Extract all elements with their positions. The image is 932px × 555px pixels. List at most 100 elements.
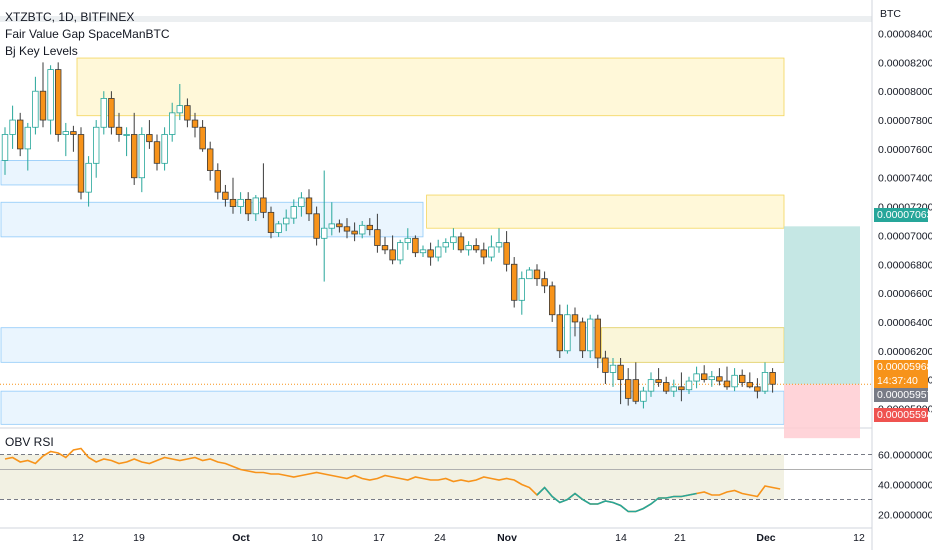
prev-close-badge: 0.00005957 — [874, 388, 932, 402]
candle — [168, 102, 176, 142]
candle-body — [640, 390, 647, 402]
candle — [701, 365, 708, 383]
indicator-fvg-label[interactable]: Fair Value Gap SpaceManBTC — [5, 27, 170, 41]
candle-body — [305, 197, 313, 215]
candle — [305, 189, 313, 221]
stop-price-badge: 0.00005594 — [874, 408, 932, 422]
candle — [731, 368, 738, 392]
candle-body — [632, 379, 639, 402]
candle-body — [716, 376, 723, 382]
candle-body — [510, 263, 518, 301]
candle — [556, 304, 563, 358]
candle-body — [381, 245, 389, 251]
candle-body — [282, 217, 290, 225]
fvg-zone-0 — [0, 160, 82, 186]
candle — [184, 98, 191, 128]
candle-body — [153, 141, 161, 164]
symbol-title[interactable]: XTZBTC, 1D, BITFINEX — [5, 10, 135, 24]
candle — [237, 192, 244, 214]
candlesticks — [1, 62, 776, 409]
candle-body — [457, 236, 465, 251]
indicator-keylevels-label[interactable]: Bj Key Levels — [5, 44, 78, 58]
time-tick-label: Nov — [497, 532, 517, 544]
candle — [282, 209, 290, 232]
candle-body — [427, 249, 434, 258]
candle-body — [754, 386, 761, 392]
top-band — [0, 16, 872, 22]
candle-body — [571, 314, 579, 323]
rsi-tick-label: 20.00000000 — [878, 510, 932, 522]
candle-body — [670, 386, 677, 392]
candle-body — [267, 211, 275, 233]
candle-body — [419, 249, 427, 254]
candle-body — [556, 314, 563, 352]
candle-body — [206, 148, 214, 171]
price-tick-label: 0.00006200 — [878, 346, 932, 358]
candle-body — [161, 134, 168, 164]
candle-body — [579, 321, 586, 352]
candle-body — [404, 237, 411, 244]
candle-body — [328, 223, 335, 229]
candle — [252, 195, 259, 221]
candle-body — [549, 285, 556, 316]
candle-body — [108, 98, 115, 128]
candle-body — [609, 364, 617, 373]
candle — [290, 199, 297, 224]
candle — [564, 304, 571, 354]
candle — [716, 368, 723, 386]
candle-body — [685, 380, 693, 391]
candle-body — [663, 382, 670, 392]
candle-body — [146, 134, 153, 143]
candle — [199, 120, 206, 152]
candle-body — [412, 237, 419, 254]
candle-body — [93, 126, 100, 164]
candle-body — [237, 198, 244, 207]
candle-body — [396, 242, 404, 261]
time-tick-label: 12 — [853, 532, 865, 544]
grid — [0, 0, 873, 550]
candle-body — [678, 386, 685, 391]
candle-body — [389, 249, 396, 261]
candle-body — [24, 126, 31, 150]
candle — [191, 112, 199, 138]
candle — [336, 219, 343, 233]
candle — [343, 218, 351, 239]
price-tick-label: 0.00007800 — [878, 115, 932, 127]
candle — [427, 242, 434, 266]
candle — [146, 120, 153, 149]
time-tick-label: 21 — [674, 532, 686, 544]
candle-body — [617, 364, 624, 381]
candle — [640, 386, 647, 409]
candle — [313, 206, 320, 246]
fvg-zone-3 — [426, 194, 785, 229]
candle — [260, 163, 267, 219]
candle — [275, 221, 282, 237]
candle-body — [450, 236, 457, 244]
candle-body — [518, 278, 525, 301]
candle-body — [1, 134, 9, 161]
candle — [16, 112, 24, 157]
candle-body — [343, 226, 351, 232]
candle — [366, 218, 373, 236]
candle-body — [701, 373, 708, 381]
candle-body — [503, 242, 510, 265]
price-tick-label: 0.00008000 — [878, 86, 932, 98]
candle-body — [290, 206, 297, 219]
candle — [488, 235, 495, 262]
price-axis[interactable]: BTC 0.00008400 0.00008200 0.00008000 0.00007… — [878, 8, 932, 522]
candle — [510, 257, 518, 308]
candle — [434, 239, 442, 262]
candle-body — [533, 269, 541, 280]
time-axis[interactable]: 12 19 Oct 10 17 24 Nov 14 21 Dec 12 — [72, 532, 865, 544]
candle-body — [138, 134, 145, 179]
time-tick-label: 19 — [133, 532, 145, 544]
obv-rsi-label[interactable]: OBV RSI — [5, 435, 54, 449]
price-tick-label: 0.00006600 — [878, 288, 932, 300]
candle-body — [602, 357, 609, 373]
time-tick-label: Oct — [232, 532, 250, 544]
chart-legend: XTZBTC, 1D, BITFINEX Fair Value Gap Spac… — [5, 9, 170, 60]
target-zone — [784, 226, 860, 385]
candle — [229, 177, 237, 214]
